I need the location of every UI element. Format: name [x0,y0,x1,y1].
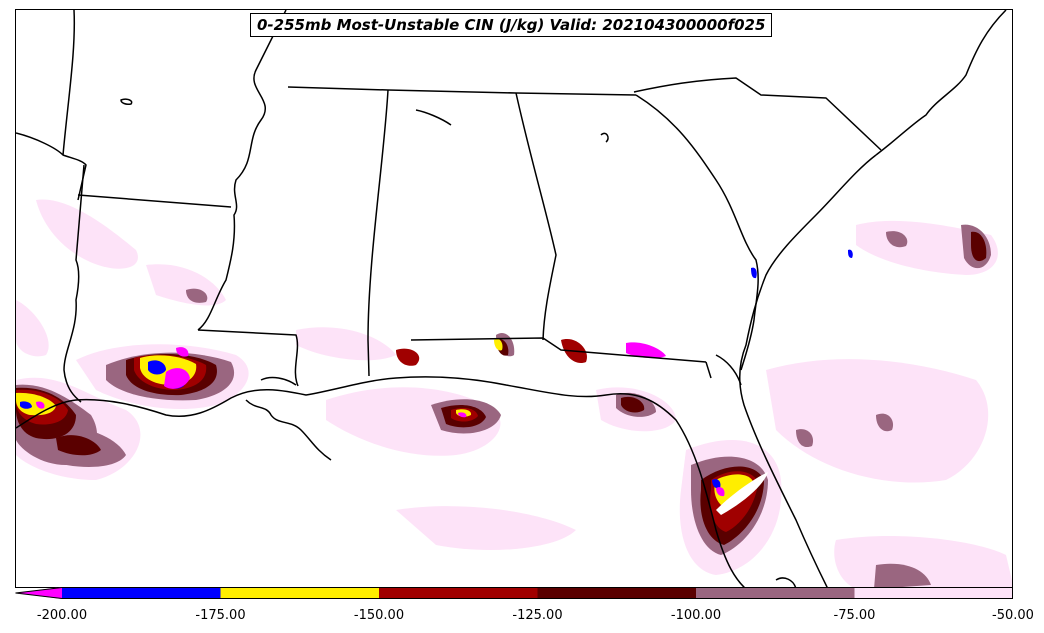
colorbar [15,587,1013,599]
colorbar-segment [696,587,855,599]
colorbar-tick-label: -150.00 [353,608,405,623]
cin-map [16,10,1012,587]
colorbar-segment [379,587,538,599]
map-title: 0-255mb Most-Unstable CIN (J/kg) Valid: … [250,13,773,37]
colorbar-segment [854,587,1013,599]
colorbar-segment [220,587,380,599]
colorbar-extend-min [15,587,62,599]
cin-shading [16,199,1012,587]
colorbar-tick-label: -75.00 [833,608,876,623]
colorbar-tick-label: -100.00 [670,608,722,623]
colorbar-tick-label: -125.00 [512,608,563,623]
colorbar-tick-label: -200.00 [36,608,88,623]
colorbar-tick-label: -175.00 [195,608,246,623]
colorbar-outline [15,587,1013,599]
colorbar-segment [62,587,221,599]
colorbar-tick-label: -50.00 [992,608,1034,623]
boundaries [16,10,1007,587]
map-panel [15,9,1013,588]
colorbar-segment [537,587,697,599]
